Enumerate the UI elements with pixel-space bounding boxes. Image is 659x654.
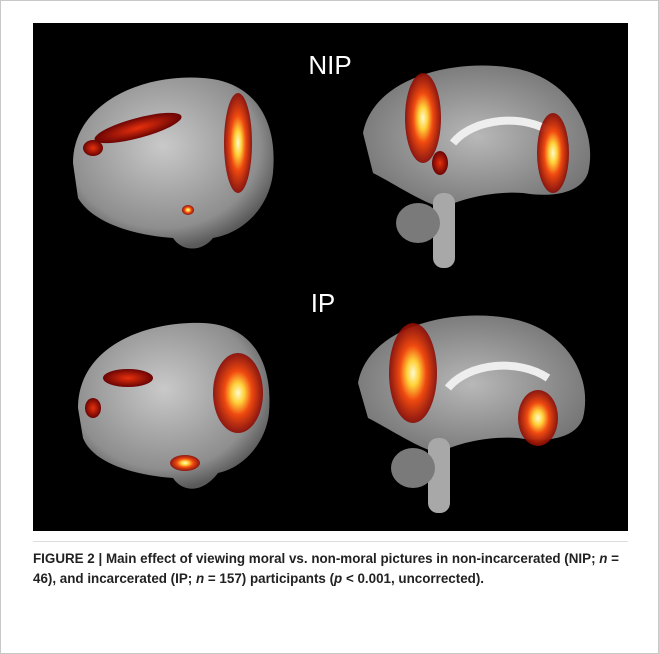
caption-text: FIGURE 2 | Main effect of viewing moral …	[33, 551, 600, 566]
caption-italic: n	[195, 571, 205, 586]
panel-label: NIP	[308, 50, 351, 80]
brain-lateral	[73, 77, 274, 249]
panel-label: IP	[311, 288, 336, 318]
caption-italic: n	[599, 551, 608, 566]
figure-panel: NIP IP	[33, 23, 628, 531]
caption-text: = 157) participants (	[204, 571, 335, 586]
brain-medial	[358, 315, 586, 513]
caption-text: = 46), and incarcerated (IP;	[33, 551, 619, 586]
brain-lateral	[78, 322, 270, 489]
figure-caption: FIGURE 2 | Main effect of viewing moral …	[33, 549, 633, 589]
brain-medial	[363, 65, 591, 268]
caption-italic: p	[334, 571, 343, 586]
divider	[33, 541, 628, 542]
caption-text: < 0.001, uncorrected).	[342, 571, 484, 586]
